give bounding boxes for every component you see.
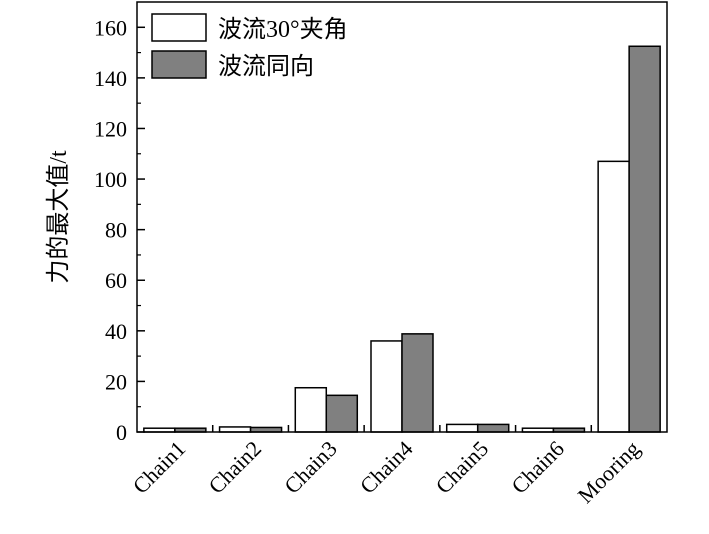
bar-chain3-series-1 — [294, 386, 328, 433]
bar-chain5-series-1 — [445, 423, 479, 433]
plot-frame — [136, 1, 668, 433]
x-tick-label-chain3: Chain3 — [279, 436, 342, 499]
y-axis-title: 力的最大值/t — [45, 150, 72, 284]
x-tick-label-chain5: Chain5 — [431, 436, 494, 499]
legend-label-1: 波流30°夹角 — [218, 16, 348, 43]
x-tick-label-chain1: Chain1 — [128, 436, 191, 499]
bar-mooring-series-2 — [628, 45, 661, 433]
legend-swatch-2 — [151, 50, 207, 79]
x-tick-label-chain2: Chain2 — [203, 436, 266, 499]
y-tick-label: 120 — [94, 116, 127, 141]
x-tick-label-chain6: Chain6 — [506, 436, 569, 499]
y-tick-label: 140 — [94, 66, 127, 91]
bar-mooring-series-1 — [597, 160, 630, 433]
x-axis: Chain1 Chain2 Chain3 Chain4 Chain5 Chain6 Moor… — [128, 425, 645, 508]
bar-chain4-series-2 — [401, 333, 434, 433]
y-tick-label: 160 — [94, 15, 127, 40]
x-tick-label-chain4: Chain4 — [355, 436, 418, 499]
bar-chain5-series-2 — [476, 423, 510, 433]
bar-chain4-series-1 — [370, 340, 403, 433]
y-tick-label: 80 — [105, 218, 127, 243]
y-tick-label: 40 — [105, 319, 127, 344]
x-tick-label-mooring: Mooring — [573, 436, 645, 508]
y-tick-label: 0 — [116, 420, 127, 445]
y-tick-label: 60 — [105, 268, 127, 293]
legend-label-2: 波流同向 — [218, 53, 314, 80]
bars-layer — [143, 45, 661, 433]
y-tick-label: 20 — [105, 369, 127, 394]
bar-chain2-series-1 — [218, 426, 252, 433]
legend-swatch-1 — [151, 13, 207, 42]
y-axis: 0 20 40 60 80 100 120 140 160 — [94, 15, 145, 445]
bar-chain3-series-2 — [325, 394, 359, 433]
y-tick-label: 100 — [94, 167, 127, 192]
